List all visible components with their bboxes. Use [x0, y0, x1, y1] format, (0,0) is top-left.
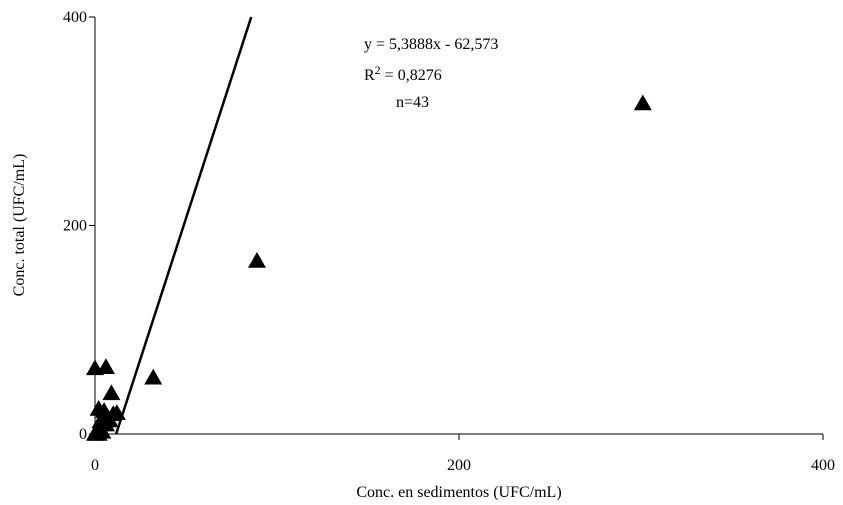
- trendline: [114, 16, 253, 435]
- x-axis-label: Conc. en sedimentos (UFC/mL): [356, 484, 561, 501]
- y-tick-label-200: 200: [63, 218, 87, 235]
- data-points: [86, 94, 652, 441]
- y-tick-label-400: 400: [63, 9, 87, 26]
- data-point-2: [102, 384, 121, 401]
- x-tick-label-200: 200: [447, 457, 471, 474]
- data-point-12: [89, 425, 108, 441]
- ticks: [89, 16, 824, 440]
- y-axis-label: Conc. total (UFC/mL): [11, 154, 28, 297]
- r-squared-prefix: R: [364, 67, 375, 84]
- regression-annotations: y = 5,3888x - 62,573 R2 = 0,8276 n=43: [364, 36, 498, 111]
- data-point-14: [104, 405, 123, 421]
- r-squared-superscript: 2: [375, 63, 381, 77]
- data-point-17: [633, 94, 652, 111]
- x-tick-label-400: 400: [811, 457, 835, 474]
- sample-count: n=43: [396, 94, 429, 111]
- data-point-15: [144, 368, 163, 385]
- tick-labels: 0 200 400 0 200 400: [63, 9, 835, 474]
- regression-equation: y = 5,3888x - 62,573: [364, 36, 498, 53]
- r-squared-label: R2 = 0,8276: [364, 63, 442, 84]
- r-squared-value: = 0,8276: [381, 67, 442, 84]
- y-tick-label-0: 0: [79, 426, 87, 443]
- data-point-1: [96, 358, 115, 375]
- axes: [94, 17, 823, 435]
- x-tick-label-0: 0: [91, 457, 99, 474]
- data-point-16: [247, 251, 266, 268]
